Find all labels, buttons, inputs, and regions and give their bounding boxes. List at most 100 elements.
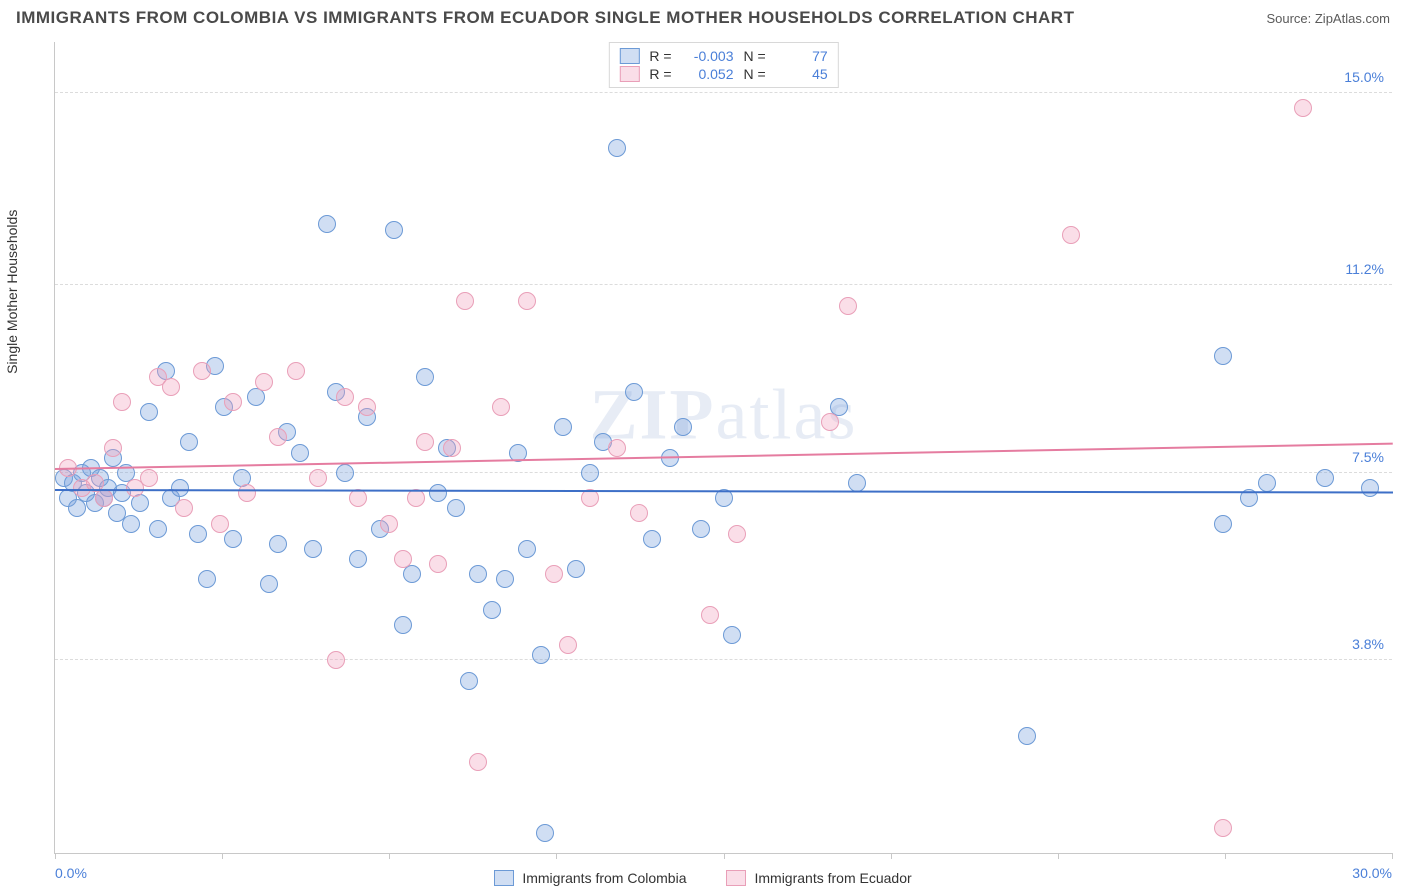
data-point bbox=[723, 626, 741, 644]
chart-area: Single Mother Households ZIPatlas R =-0.… bbox=[28, 42, 1392, 854]
legend-swatch bbox=[494, 870, 514, 886]
data-point bbox=[630, 504, 648, 522]
data-point bbox=[839, 297, 857, 315]
data-point bbox=[224, 393, 242, 411]
legend-row: R = 0.052 N = 45 bbox=[619, 65, 827, 83]
data-point bbox=[269, 428, 287, 446]
data-point bbox=[247, 388, 265, 406]
data-point bbox=[545, 565, 563, 583]
data-point bbox=[469, 565, 487, 583]
data-point bbox=[1361, 479, 1379, 497]
data-point bbox=[456, 292, 474, 310]
gridline bbox=[55, 659, 1392, 660]
data-point bbox=[358, 398, 376, 416]
chart-title: IMMIGRANTS FROM COLOMBIA VS IMMIGRANTS F… bbox=[16, 8, 1074, 28]
data-point bbox=[518, 540, 536, 558]
y-tick-label: 3.8% bbox=[1352, 636, 1384, 652]
data-point bbox=[336, 464, 354, 482]
x-tick bbox=[1225, 853, 1226, 859]
data-point bbox=[287, 362, 305, 380]
legend-item: Immigrants from Colombia bbox=[494, 870, 686, 886]
gridline bbox=[55, 472, 1392, 473]
data-point bbox=[701, 606, 719, 624]
data-point bbox=[460, 672, 478, 690]
data-point bbox=[224, 530, 242, 548]
data-point bbox=[447, 499, 465, 517]
x-tick bbox=[389, 853, 390, 859]
legend-n-label: N = bbox=[744, 48, 766, 64]
legend-r-label: R = bbox=[649, 48, 671, 64]
x-tick bbox=[724, 853, 725, 859]
x-tick bbox=[222, 853, 223, 859]
data-point bbox=[198, 570, 216, 588]
legend-swatch bbox=[726, 870, 746, 886]
data-point bbox=[189, 525, 207, 543]
data-point bbox=[848, 474, 866, 492]
data-point bbox=[238, 484, 256, 502]
x-tick bbox=[891, 853, 892, 859]
data-point bbox=[349, 550, 367, 568]
data-point bbox=[728, 525, 746, 543]
data-point bbox=[394, 550, 412, 568]
x-tick bbox=[1392, 853, 1393, 859]
data-point bbox=[122, 515, 140, 533]
data-point bbox=[304, 540, 322, 558]
data-point bbox=[1214, 819, 1232, 837]
data-point bbox=[443, 439, 461, 457]
series-name: Immigrants from Colombia bbox=[522, 870, 686, 886]
data-point bbox=[429, 484, 447, 502]
legend-n-label: N = bbox=[744, 66, 766, 82]
data-point bbox=[1214, 515, 1232, 533]
legend-n-value: 45 bbox=[776, 66, 828, 82]
data-point bbox=[625, 383, 643, 401]
data-point bbox=[171, 479, 189, 497]
data-point bbox=[380, 515, 398, 533]
data-point bbox=[518, 292, 536, 310]
data-point bbox=[140, 469, 158, 487]
legend-r-label: R = bbox=[649, 66, 671, 82]
data-point bbox=[416, 433, 434, 451]
legend-swatch bbox=[619, 48, 639, 64]
data-point bbox=[608, 439, 626, 457]
data-point bbox=[692, 520, 710, 538]
data-point bbox=[149, 520, 167, 538]
data-point bbox=[403, 565, 421, 583]
data-point bbox=[385, 221, 403, 239]
y-tick-label: 11.2% bbox=[1345, 261, 1384, 277]
data-point bbox=[416, 368, 434, 386]
data-point bbox=[211, 515, 229, 533]
gridline bbox=[55, 284, 1392, 285]
legend-row: R =-0.003N =77 bbox=[619, 47, 827, 65]
data-point bbox=[674, 418, 692, 436]
data-point bbox=[532, 646, 550, 664]
data-point bbox=[821, 413, 839, 431]
y-axis-label: Single Mother Households bbox=[4, 210, 20, 374]
x-tick bbox=[55, 853, 56, 859]
legend-r-value: 0.052 bbox=[682, 66, 734, 82]
data-point bbox=[175, 499, 193, 517]
gridline bbox=[55, 92, 1392, 93]
x-tick bbox=[556, 853, 557, 859]
data-point bbox=[536, 824, 554, 842]
y-tick-label: 15.0% bbox=[1344, 69, 1384, 85]
legend-swatch bbox=[619, 66, 639, 82]
data-point bbox=[193, 362, 211, 380]
data-point bbox=[581, 464, 599, 482]
data-point bbox=[180, 433, 198, 451]
legend-n-value: 77 bbox=[776, 48, 828, 64]
data-point bbox=[269, 535, 287, 553]
data-point bbox=[1062, 226, 1080, 244]
data-point bbox=[140, 403, 158, 421]
data-point bbox=[1018, 727, 1036, 745]
data-point bbox=[394, 616, 412, 634]
data-point bbox=[559, 636, 577, 654]
data-point bbox=[608, 139, 626, 157]
series-name: Immigrants from Ecuador bbox=[754, 870, 911, 886]
data-point bbox=[554, 418, 572, 436]
data-point bbox=[336, 388, 354, 406]
data-point bbox=[260, 575, 278, 593]
trend-line bbox=[55, 443, 1393, 470]
data-point bbox=[95, 489, 113, 507]
legend-item: Immigrants from Ecuador bbox=[726, 870, 911, 886]
data-point bbox=[318, 215, 336, 233]
